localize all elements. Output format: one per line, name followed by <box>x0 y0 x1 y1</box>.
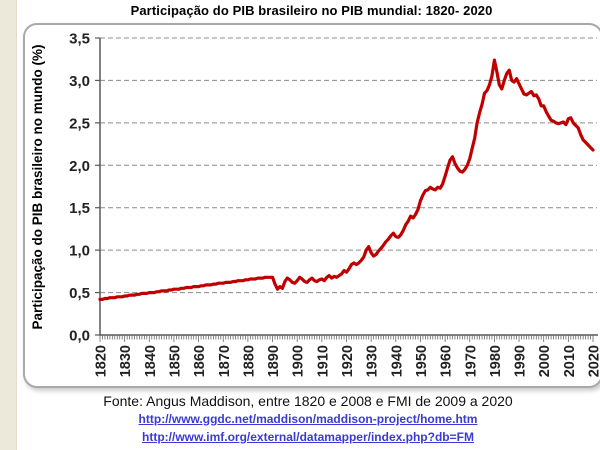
y-axis-title: Participação do PIB brasileiro no mundo … <box>30 44 45 329</box>
y-tick-label: 3,5 <box>69 31 90 48</box>
x-tick-label: 1820 <box>94 345 110 377</box>
chart-title: Participação do PIB brasileiro no PIB mu… <box>130 3 493 18</box>
maddison-project-link[interactable]: http://www.ggdc.net/maddison/maddison-pr… <box>138 412 478 426</box>
x-tick-label: 1970 <box>463 345 479 377</box>
x-tick-label: 1930 <box>365 345 381 377</box>
x-tick-label: 1920 <box>340 345 356 377</box>
x-tick-label: 1990 <box>513 345 529 377</box>
x-tick-label: 1940 <box>389 345 405 377</box>
x-tick-label: 1960 <box>439 345 455 377</box>
y-tick-label: 0,0 <box>69 328 90 345</box>
page-margin-strip <box>0 0 17 450</box>
x-tick-label: 1880 <box>241 345 257 377</box>
x-tick-label: 1980 <box>488 345 504 377</box>
x-tick-label: 1870 <box>217 345 233 377</box>
x-tick-label: 2010 <box>562 345 578 377</box>
y-tick-label: 1,5 <box>69 200 90 217</box>
y-tick-label: 2,5 <box>69 115 90 132</box>
x-tick-label: 1850 <box>167 345 183 377</box>
source-caption: Fonte: Angus Maddison, entre 1820 e 2008… <box>103 393 513 409</box>
y-tick-label: 1,0 <box>69 243 90 260</box>
x-tick-label: 2000 <box>537 345 553 377</box>
x-tick-label: 1860 <box>192 345 208 377</box>
pib-share-line <box>98 58 595 301</box>
x-tick-label: 1840 <box>143 345 159 377</box>
x-tick-label: 1910 <box>315 345 331 377</box>
y-tick-label: 2,0 <box>69 158 90 175</box>
link-line-maddison: http://www.ggdc.net/maddison/maddison-pr… <box>16 412 600 426</box>
y-tick-label: 3,0 <box>69 73 90 90</box>
x-tick-label: 2020 <box>587 345 600 377</box>
x-tick-label: 1950 <box>414 345 430 377</box>
y-tick-label: 0,5 <box>69 285 90 302</box>
link-line-imf: http://www.imf.org/external/datamapper/i… <box>16 430 600 444</box>
imf-datamapper-link[interactable]: http://www.imf.org/external/datamapper/i… <box>142 430 474 444</box>
x-tick-label: 1830 <box>118 345 134 377</box>
x-tick-label: 1900 <box>291 345 307 377</box>
chart-generated-layer: 0,0 0,5 1,0 1,5 2,0 2,5 3,0 3,5 1820 1830 1840 1850… <box>69 31 600 378</box>
x-tick-label: 1890 <box>266 345 282 377</box>
